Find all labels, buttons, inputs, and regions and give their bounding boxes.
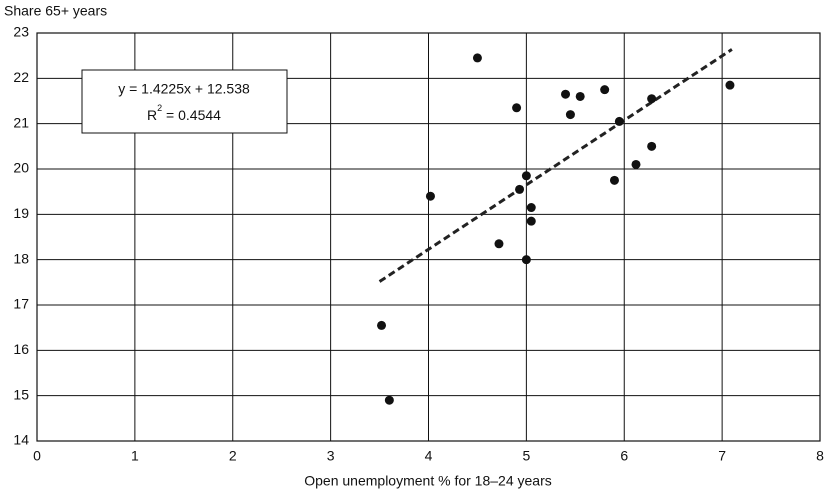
r-squared: R2 = 0.4544 — [147, 103, 221, 122]
scatter-point — [725, 80, 735, 90]
equation: y = 1.4225x + 12.538 — [118, 81, 250, 97]
y-tick-label: 19 — [13, 205, 29, 221]
chart-title: Share 65+ years — [4, 3, 107, 19]
trendline — [378, 48, 733, 283]
y-tick-label: 17 — [13, 296, 29, 312]
y-tick-label: 16 — [13, 341, 29, 357]
x-tick-label: 4 — [425, 448, 433, 464]
y-tick-label: 20 — [13, 160, 29, 176]
scatter-point — [526, 203, 536, 213]
scatter-point — [472, 53, 482, 63]
scatter-point — [575, 91, 585, 101]
scatter-point — [384, 395, 394, 405]
y-tick-label: 23 — [13, 24, 29, 40]
scatter-point — [561, 89, 571, 99]
scatter-point — [494, 239, 504, 249]
x-tick-label: 8 — [816, 448, 824, 464]
scatter-point — [515, 184, 525, 194]
scatter-point — [609, 175, 619, 185]
scatter-point — [425, 191, 435, 201]
scatter-point — [600, 85, 610, 95]
y-tick-label: 22 — [13, 69, 29, 85]
r-prefix: R — [147, 107, 157, 123]
plot-border — [36, 32, 821, 442]
y-tick-label: 18 — [13, 250, 29, 266]
r-rest: = 0.4544 — [162, 107, 221, 123]
x-tick-label: 2 — [229, 448, 237, 464]
marks — [377, 48, 735, 405]
scatter-point — [512, 103, 522, 113]
x-tick-label: 6 — [620, 448, 628, 464]
x-axis-label: Open unemployment % for 18–24 years — [304, 473, 551, 489]
annotation-box — [81, 69, 288, 134]
scatter-point — [647, 94, 657, 104]
scatter-point — [526, 216, 536, 226]
y-tick-label: 21 — [13, 114, 29, 130]
scatter-point — [614, 116, 624, 126]
x-tick-label: 1 — [131, 448, 139, 464]
x-tick-label: 7 — [718, 448, 726, 464]
scatter-point — [631, 159, 641, 169]
x-tick-label: 0 — [33, 448, 41, 464]
x-tick-label: 3 — [327, 448, 335, 464]
x-tick-label: 5 — [522, 448, 530, 464]
y-tick-label: 15 — [13, 386, 29, 402]
r-exponent: 2 — [157, 103, 162, 113]
scatter-point — [521, 171, 531, 181]
scatter-point — [565, 110, 575, 120]
scatter-point — [647, 141, 657, 151]
y-tick-label: 14 — [13, 432, 29, 448]
scatter-point — [521, 255, 531, 265]
scatter-point — [377, 320, 387, 330]
